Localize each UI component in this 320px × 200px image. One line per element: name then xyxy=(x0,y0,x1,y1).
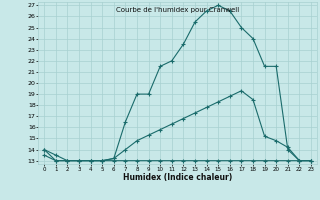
X-axis label: Humidex (Indice chaleur): Humidex (Indice chaleur) xyxy=(123,173,232,182)
Text: Courbe de l'humidex pour Cranwell: Courbe de l'humidex pour Cranwell xyxy=(116,7,239,13)
